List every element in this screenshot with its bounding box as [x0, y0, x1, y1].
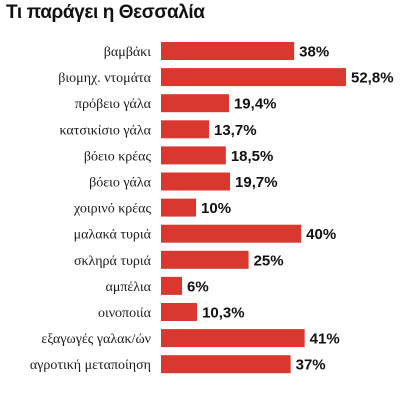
bar-row: βαμβάκι 38% [104, 42, 329, 61]
category-label: βιομηχ. ντομάτα [58, 71, 151, 86]
value-label: 37% [296, 357, 326, 374]
bar [161, 224, 302, 243]
category-label: οινοποιία [98, 306, 152, 321]
bar-row: αγροτική μεταποίηση 37% [30, 355, 326, 374]
bar-row: μαλακά τυριά 40% [74, 224, 336, 243]
value-label: 18,5% [231, 148, 274, 165]
bar [161, 120, 210, 139]
value-label: 10% [201, 200, 231, 217]
value-label: 13,7% [214, 122, 257, 139]
category-label: κατσικίσιο γάλα [60, 123, 152, 138]
bar [161, 198, 197, 217]
bar [161, 276, 183, 295]
value-label: 6% [187, 278, 209, 295]
bar [161, 355, 291, 374]
category-label: σκληρά τυριά [74, 254, 152, 269]
bar [161, 172, 231, 191]
category-label: βόειο κρέας [84, 149, 152, 164]
category-label: βόειο γάλα [89, 176, 152, 191]
bar [161, 94, 229, 113]
bar [161, 146, 226, 165]
chart-title: Τι παράγει η Θεσσαλία [6, 2, 205, 23]
bar-row: βόειο γάλα 19,7% [89, 172, 278, 191]
category-label: βαμβάκι [104, 45, 151, 60]
value-label: 25% [254, 252, 284, 269]
category-label: χοιρινό κρέας [73, 202, 152, 217]
category-label: αγροτική μεταποίηση [30, 358, 151, 373]
value-label: 52,8% [351, 70, 394, 87]
bar-row: οινοποιία 10,3% [98, 303, 245, 322]
bar-row: βόειο κρέας 18,5% [84, 146, 273, 165]
bar [161, 68, 346, 87]
bar-row: πρόβειο γάλα 19,4% [75, 94, 277, 113]
bar [161, 42, 295, 60]
bar [161, 329, 305, 348]
category-label: πρόβειο γάλα [75, 97, 152, 112]
category-label: μαλακά τυριά [74, 228, 152, 243]
bar-row: χοιρινό κρέας 10% [73, 198, 231, 217]
value-label: 40% [306, 226, 336, 243]
bar-row: σκληρά τυριά 25% [74, 250, 284, 269]
category-label: αμπέλια [105, 280, 151, 295]
value-label: 10,3% [202, 305, 245, 322]
category-label: εξαγωγές γαλακ/ών [41, 332, 151, 347]
bar-row: αμπέλια 6% [105, 276, 209, 295]
bar-row: κατσικίσιο γάλα 13,7% [60, 120, 257, 139]
value-label: 19,4% [234, 96, 277, 113]
value-label: 38% [299, 44, 329, 61]
value-label: 41% [310, 331, 340, 348]
value-label: 19,7% [235, 174, 278, 191]
bar [161, 250, 249, 269]
bar [161, 303, 198, 321]
bar-row: εξαγωγές γαλακ/ών 41% [41, 329, 340, 348]
bar-row: βιομηχ. ντομάτα 52,8% [58, 68, 394, 87]
